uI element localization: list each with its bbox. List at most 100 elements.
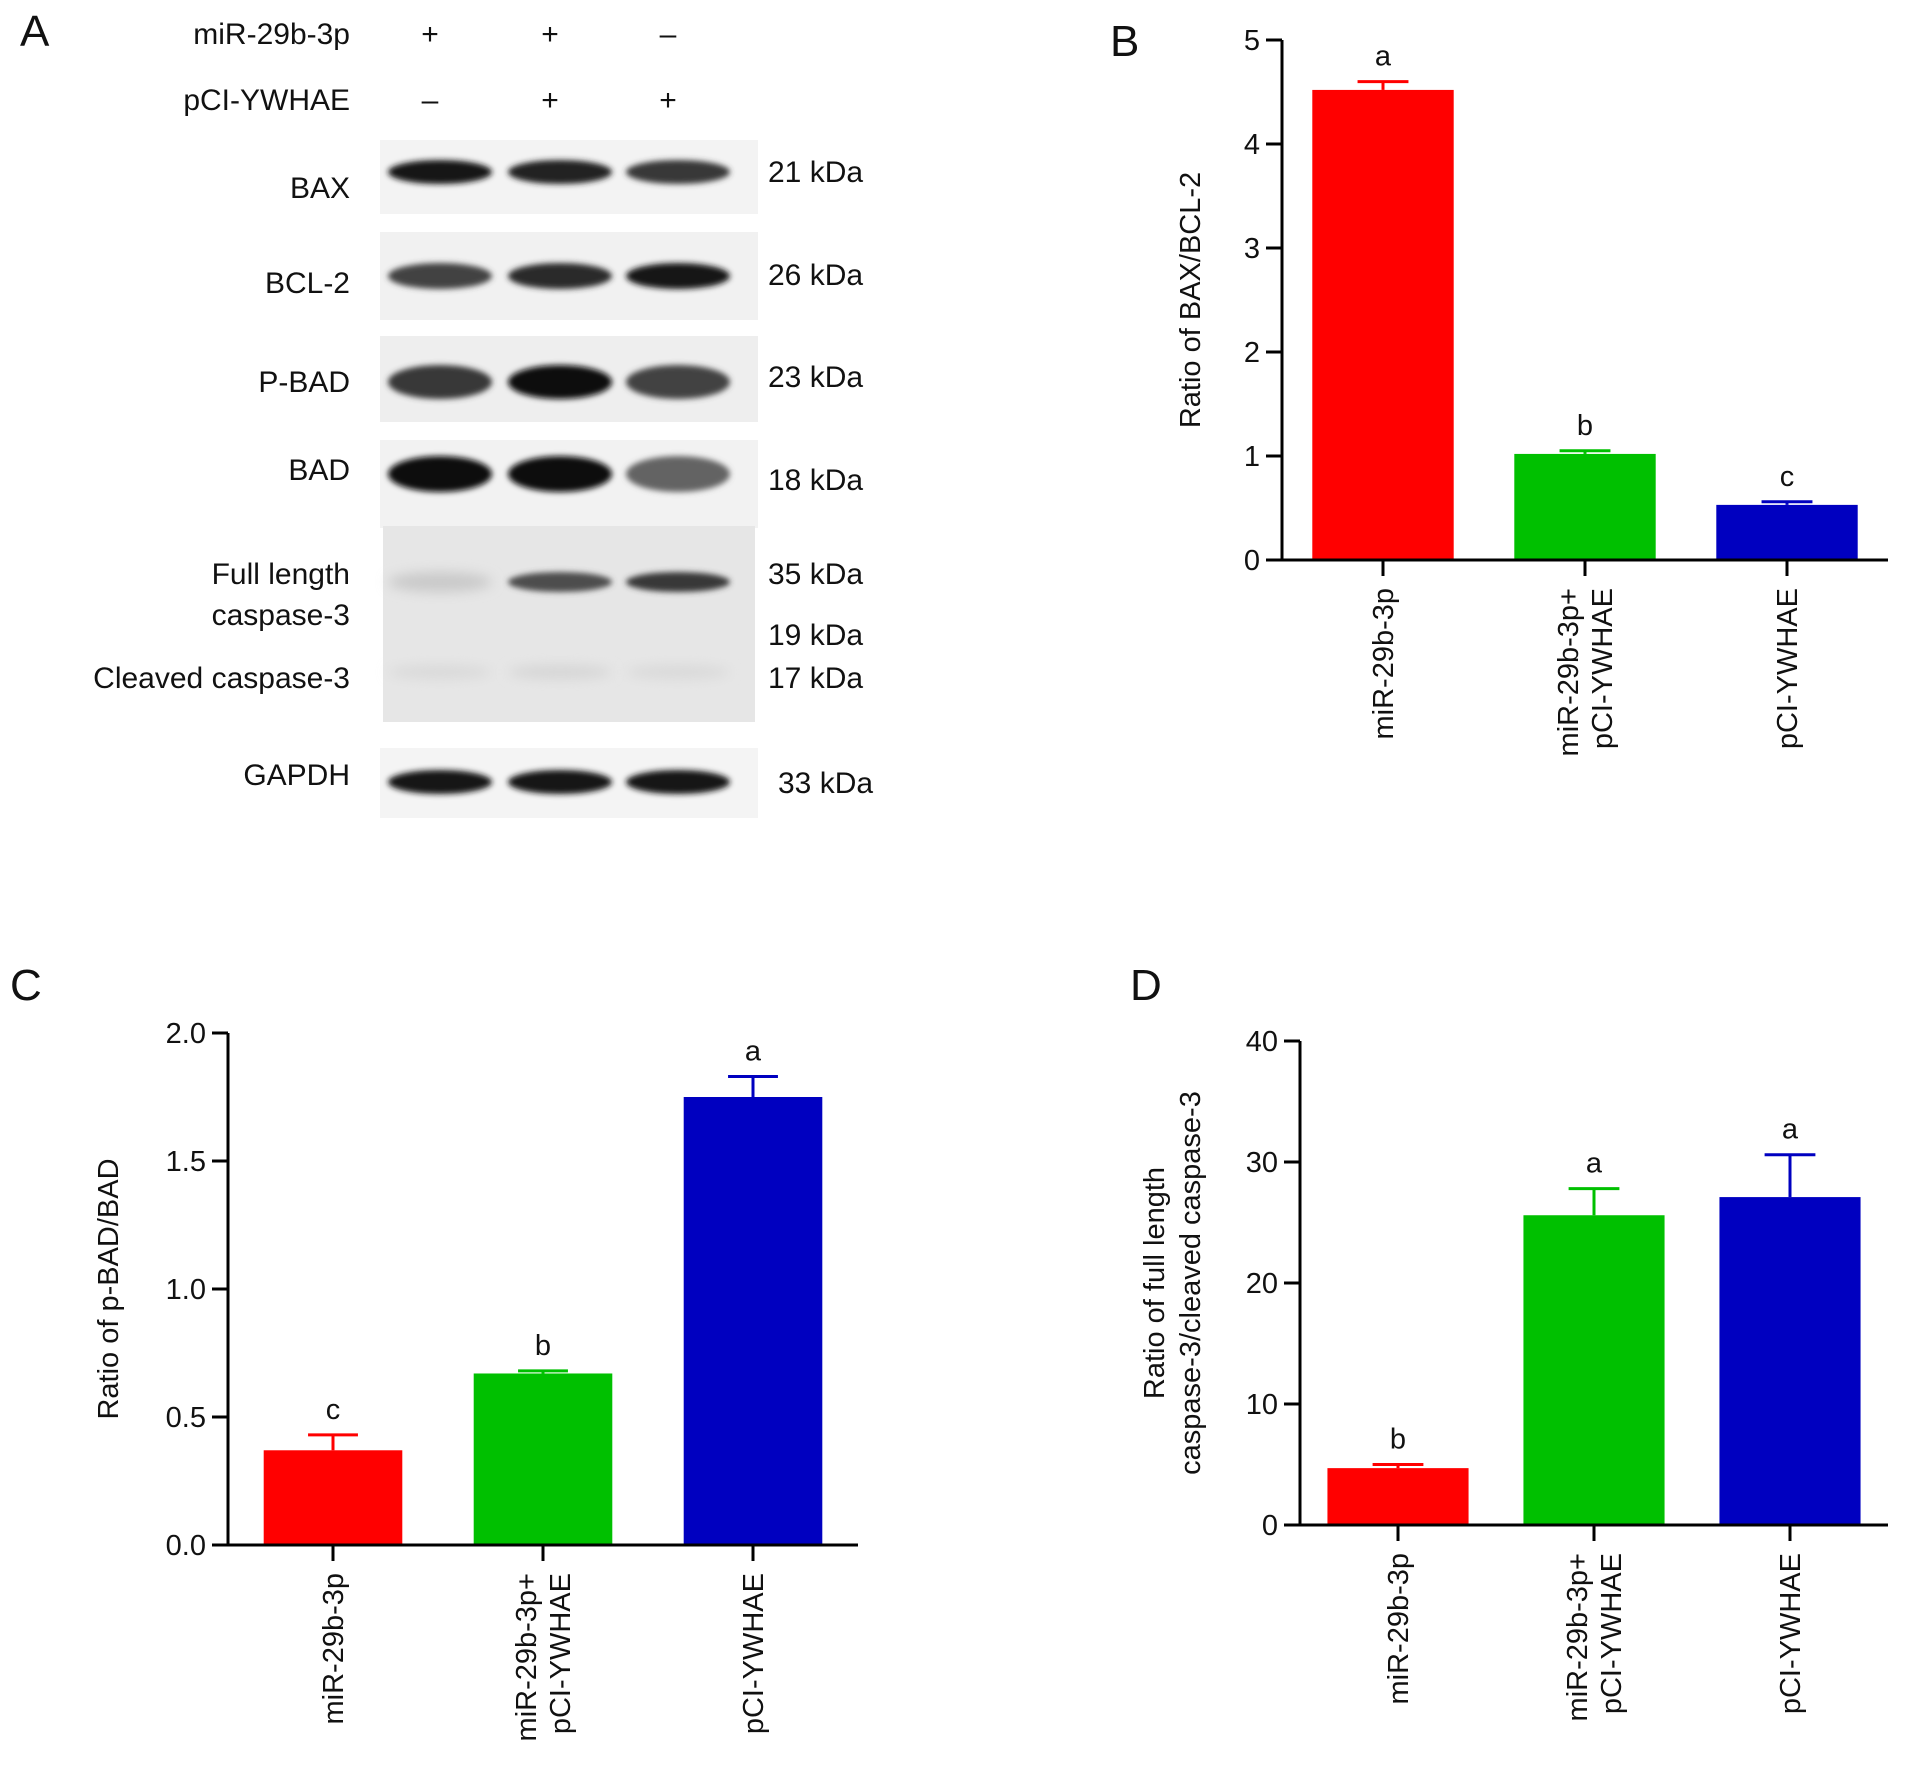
bar bbox=[683, 1097, 823, 1545]
kda-label-gapdh: 33 kDa bbox=[778, 767, 873, 800]
bar bbox=[1523, 1215, 1665, 1525]
x-tick-label: pCI-YWHAE bbox=[738, 1573, 770, 1734]
y-tick-label: 0 bbox=[1244, 545, 1260, 577]
blot-label-full-length: Full length bbox=[212, 558, 350, 591]
bar bbox=[473, 1373, 613, 1545]
y-tick-label: 40 bbox=[1246, 1026, 1278, 1058]
chart-c: C 0.0 0.5 1.0 1.5 2.0 c miR-29b-3p b miR-29b-3p+… bbox=[10, 961, 858, 1741]
blot-band bbox=[508, 365, 612, 399]
blot-label-bax: BAX bbox=[290, 172, 350, 205]
blot-band bbox=[388, 365, 492, 399]
blot-label-bad: BAD bbox=[288, 454, 350, 487]
blot-band bbox=[508, 665, 612, 679]
bar bbox=[1312, 89, 1454, 561]
y-tick-label: 4 bbox=[1244, 129, 1260, 161]
blot-band bbox=[626, 365, 730, 399]
significance-letter: b bbox=[1390, 1424, 1406, 1456]
x-tick-label: pCI-YWHAE bbox=[1772, 588, 1804, 749]
blot-label-caspase3: caspase-3 bbox=[212, 599, 350, 632]
blot-band bbox=[626, 263, 730, 289]
x-tick-label: miR-29b-3p bbox=[1368, 588, 1400, 740]
y-tick-label: 3 bbox=[1244, 233, 1260, 265]
treatment-sign: + bbox=[421, 18, 439, 51]
panel-c-letter: C bbox=[10, 961, 42, 1010]
x-tick-label: miR-29b-3p+pCI-YWHAE bbox=[1553, 588, 1619, 756]
blot-label-cleaved-caspase3: Cleaved caspase-3 bbox=[93, 662, 350, 695]
treatment-label-mir: miR-29b-3p bbox=[193, 18, 350, 51]
y-tick-label: 1.0 bbox=[166, 1274, 206, 1306]
panel-a: A miR-29b-3p + + – pCI-YWHAE – + + BAX B… bbox=[20, 7, 873, 818]
blot-band bbox=[388, 160, 492, 184]
blot-band bbox=[508, 456, 612, 492]
significance-letter: b bbox=[1577, 410, 1593, 442]
panel-d-letter: D bbox=[1130, 961, 1162, 1010]
chart-d: D 0 10 20 30 40 b miR-29b-3p a miR-29b-3p+pCI-YW… bbox=[1130, 961, 1888, 1721]
blot-band bbox=[626, 665, 730, 679]
y-axis-title: Ratio of p-BAD/BAD bbox=[93, 1158, 125, 1419]
y-tick-label: 0.5 bbox=[166, 1402, 206, 1434]
panel-b-letter: B bbox=[1110, 17, 1139, 66]
blot-band bbox=[388, 456, 492, 492]
kda-label-caspase3-full: 35 kDa bbox=[768, 558, 863, 591]
treatment-sign: – bbox=[660, 18, 677, 51]
blot-label-bcl2: BCL-2 bbox=[265, 267, 350, 300]
kda-label-cleaved: 17 kDa bbox=[768, 662, 863, 695]
y-tick-label: 10 bbox=[1246, 1389, 1278, 1421]
blot-band bbox=[508, 160, 612, 184]
panel-a-letter: A bbox=[20, 7, 50, 56]
x-tick-label: miR-29b-3p+pCI-YWHAE bbox=[1562, 1553, 1628, 1721]
significance-letter: a bbox=[745, 1036, 762, 1068]
chart-b: B 0 1 2 3 4 5 a miR-29b-3p b miR-29b-3p+pCI-YWHAE… bbox=[1110, 17, 1888, 756]
blot-bands bbox=[388, 160, 730, 794]
bar bbox=[1514, 453, 1656, 560]
significance-letter: a bbox=[1782, 1114, 1799, 1146]
kda-label-bax: 21 kDa bbox=[768, 156, 863, 189]
treatment-sign: – bbox=[422, 84, 439, 117]
x-tick-label: pCI-YWHAE bbox=[1775, 1553, 1807, 1714]
blot-band bbox=[508, 263, 612, 289]
blot-band bbox=[508, 572, 612, 592]
significance-letter: a bbox=[1375, 41, 1392, 73]
y-tick-label: 2.0 bbox=[166, 1018, 206, 1050]
blot-band bbox=[626, 572, 730, 592]
blot-band bbox=[388, 770, 492, 794]
y-tick-label: 20 bbox=[1246, 1268, 1278, 1300]
y-tick-label: 0.0 bbox=[166, 1530, 206, 1562]
y-tick-label: 1.5 bbox=[166, 1146, 206, 1178]
blot-band bbox=[626, 160, 730, 184]
bar bbox=[1716, 504, 1858, 560]
significance-letter: c bbox=[326, 1394, 341, 1426]
kda-label-bad: 18 kDa bbox=[768, 464, 863, 497]
blot-band bbox=[388, 572, 492, 592]
significance-letter: a bbox=[1586, 1148, 1603, 1180]
blot-label-gapdh: GAPDH bbox=[243, 759, 350, 792]
blot-band bbox=[626, 456, 730, 492]
kda-label-pbad: 23 kDa bbox=[768, 361, 863, 394]
y-tick-label: 0 bbox=[1262, 1510, 1278, 1542]
blot-band bbox=[508, 770, 612, 794]
y-tick-label: 5 bbox=[1244, 25, 1260, 57]
blot-band bbox=[626, 770, 730, 794]
blot-label-pbad: P-BAD bbox=[258, 366, 350, 399]
treatment-label-pci: pCI-YWHAE bbox=[183, 84, 350, 117]
x-tick-label: miR-29b-3p bbox=[318, 1573, 350, 1725]
significance-letter: c bbox=[1780, 461, 1795, 493]
treatment-sign: + bbox=[541, 84, 559, 117]
x-tick-label: miR-29b-3p bbox=[1383, 1553, 1415, 1705]
x-tick-label: miR-29b-3p+pCI-YWHAE bbox=[511, 1573, 577, 1741]
bar bbox=[1327, 1468, 1469, 1525]
treatment-sign: + bbox=[541, 18, 559, 51]
y-tick-label: 2 bbox=[1244, 337, 1260, 369]
significance-letter: b bbox=[535, 1330, 551, 1362]
blot-band bbox=[388, 263, 492, 289]
blot-band bbox=[388, 665, 492, 679]
membrane-caspase3 bbox=[383, 526, 755, 722]
y-tick-label: 1 bbox=[1244, 441, 1260, 473]
kda-label-bcl2: 26 kDa bbox=[768, 259, 863, 292]
kda-label-caspase3-19: 19 kDa bbox=[768, 619, 863, 652]
y-axis-title: Ratio of full length caspase-3/cleaved ca… bbox=[1139, 1091, 1207, 1475]
bar bbox=[263, 1450, 403, 1545]
bar bbox=[1719, 1197, 1861, 1525]
y-tick-label: 30 bbox=[1246, 1147, 1278, 1179]
